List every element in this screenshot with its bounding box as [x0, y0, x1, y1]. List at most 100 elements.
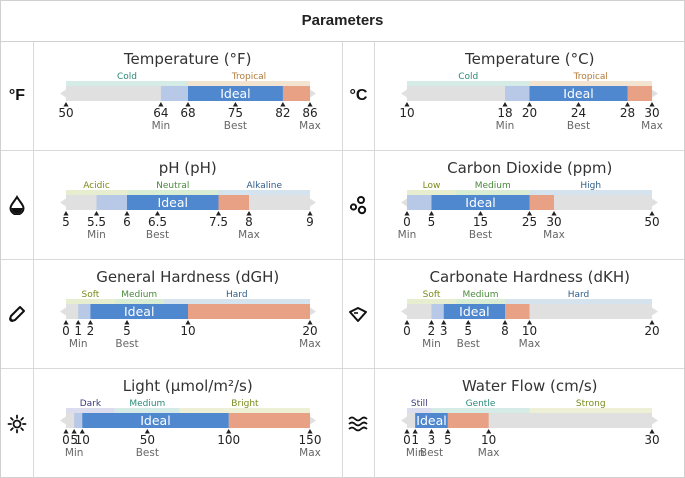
tick-value: 5 — [465, 324, 473, 338]
tick-marker — [486, 429, 492, 434]
tick-marker — [246, 211, 252, 216]
tick-marker — [232, 102, 238, 107]
tick-value: 0 — [404, 215, 412, 229]
tick-value: 5 — [70, 433, 78, 447]
parameter-title: Water Flow (cm/s) — [461, 377, 598, 395]
ideal-label: Ideal — [417, 413, 447, 428]
fahrenheit-icon: °F — [1, 42, 34, 150]
tick-caption: Max — [642, 120, 664, 132]
zone-label: Tropical — [573, 72, 608, 82]
tick-caption: Best — [567, 120, 590, 132]
tick-value: 8 — [502, 324, 510, 338]
gem-icon — [343, 260, 376, 368]
zone-label: Bright — [231, 399, 259, 409]
zone-label: Alkaline — [246, 181, 282, 191]
zone-band — [114, 408, 180, 416]
ideal-label: Ideal — [140, 413, 170, 428]
track-left-cap — [401, 89, 408, 98]
tick-caption: Min — [69, 338, 88, 350]
tick-value: 3 — [428, 433, 436, 447]
parameter-card-light: Light (μmol/m²/s) Dark Medium Bright Ideal 0 5… — [34, 369, 343, 478]
ideal-range — [126, 195, 219, 210]
tick-marker — [124, 320, 130, 325]
zone-band — [505, 299, 653, 307]
tick-value: 6.5 — [148, 215, 167, 229]
tick-marker — [404, 429, 411, 434]
ideal-range — [444, 304, 506, 319]
acceptable-range-low — [78, 304, 91, 319]
tick-marker — [63, 429, 69, 434]
zone-label: Tropical — [231, 72, 266, 82]
water-drop-icon — [1, 151, 34, 259]
tick-marker — [280, 102, 286, 107]
zone-label: Hard — [568, 290, 590, 300]
zone-band — [65, 81, 188, 89]
zone-band — [218, 190, 310, 198]
parameter-title: Carbon Dioxide (ppm) — [447, 159, 613, 177]
tick-value: 86 — [302, 106, 317, 120]
tick-marker — [185, 320, 191, 325]
tick-value: 1 — [74, 324, 82, 338]
track-left-cap — [401, 307, 408, 316]
parameter-row: General Hardness (dGH) Soft Medium Hard Idea… — [1, 260, 684, 369]
tick-value: 82 — [275, 106, 290, 120]
parameter-card-kh: Carbonate Hardness (dKH) Soft Medium Hard Id… — [375, 260, 684, 368]
waves-icon — [343, 369, 376, 478]
acceptable-range-high — [529, 195, 555, 210]
zone-band — [126, 190, 219, 198]
tick-value: 75 — [228, 106, 243, 120]
acceptable-range-high — [448, 413, 490, 428]
acceptable-range-low — [74, 413, 83, 428]
track-left-cap — [401, 416, 408, 425]
tick-value: 5 — [123, 324, 131, 338]
ideal-label: Ideal — [124, 304, 154, 319]
tick-marker — [649, 211, 656, 216]
tick-value: 2 — [428, 324, 436, 338]
bubbles-icon — [343, 151, 376, 259]
tick-marker — [649, 320, 656, 325]
zone-band — [529, 408, 653, 416]
parameter-card-gh: General Hardness (dGH) Soft Medium Hard Idea… — [34, 260, 343, 368]
tick-marker — [649, 429, 656, 434]
track-right-cap — [652, 307, 659, 316]
tick-caption: Best — [420, 447, 443, 459]
parameter-title: Light (μmol/m²/s) — [122, 377, 253, 395]
tick-caption: Min — [406, 447, 425, 459]
tick-caption: Max — [299, 338, 321, 350]
ideal-label: Ideal — [564, 86, 594, 101]
tick-marker — [226, 429, 232, 434]
zone-band — [65, 190, 127, 198]
tick-caption: Max — [478, 447, 500, 459]
tick-marker — [307, 429, 313, 434]
zone-label: Medium — [463, 290, 499, 300]
zone-band — [407, 299, 457, 307]
tick-caption: Max — [544, 229, 566, 241]
tick-marker — [307, 320, 313, 325]
tick-marker — [404, 320, 411, 325]
track-right-cap — [309, 307, 316, 316]
tick-value: 25 — [522, 215, 537, 229]
tick-marker — [71, 429, 77, 434]
tick-caption: Best — [457, 338, 480, 350]
tick-value: 5 — [444, 433, 452, 447]
zone-band — [407, 81, 530, 89]
tick-value: 0 — [404, 324, 412, 338]
tick-marker — [413, 429, 419, 434]
tick-marker — [404, 211, 411, 216]
tick-marker — [441, 320, 447, 325]
parameter-row: °F Temperature (°F) Cold Tropical Ideal 50 64 M… — [1, 42, 684, 151]
tick-caption: Best — [146, 229, 169, 241]
tick-value: 9 — [306, 215, 314, 229]
acceptable-range-low — [96, 195, 127, 210]
zone-label: Soft — [81, 290, 99, 300]
track-left-cap — [59, 307, 66, 316]
tick-value: 10 — [400, 106, 415, 120]
acceptable-range-low — [160, 86, 188, 101]
tick-marker — [93, 211, 100, 216]
tick-marker — [79, 429, 85, 434]
track-right-cap — [309, 89, 316, 98]
tick-value: 20 — [522, 106, 537, 120]
